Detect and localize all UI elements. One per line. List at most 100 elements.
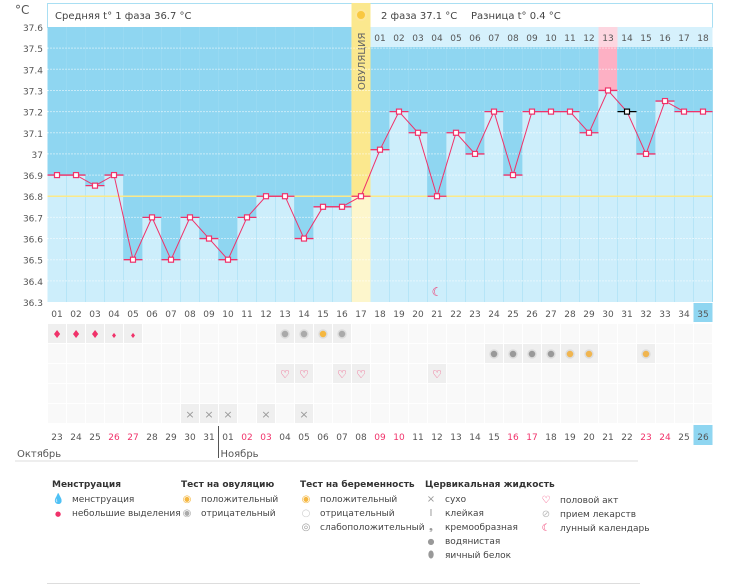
temperature-point [110, 171, 118, 179]
column-lower [560, 111, 580, 302]
column-upper [465, 47, 485, 154]
marker-cell [447, 404, 465, 423]
column-upper [503, 47, 523, 176]
cycle-day-label: 33 [659, 310, 670, 320]
date-label: 20 [583, 433, 595, 443]
marker-cell [371, 384, 389, 403]
cycle-day-label: 18 [374, 310, 386, 320]
negative-test-icon: ◉ [182, 508, 192, 519]
luteal-day-cell [636, 27, 656, 47]
luteal-day-cell [427, 27, 447, 47]
month-label: Ноябрь [221, 449, 259, 460]
column-lower [465, 153, 485, 302]
column-lower [636, 153, 656, 302]
date-label: 03 [260, 433, 271, 443]
cycle-day-label: 21 [431, 310, 442, 320]
marker-cell [466, 404, 484, 423]
date-label: 14 [469, 433, 481, 443]
cycle-day-label: 29 [583, 310, 595, 320]
luteal-day-label: 15 [640, 34, 651, 44]
pregnancy-positive-icon [641, 349, 651, 359]
marker-cell [181, 324, 199, 343]
luteal-day-label: 12 [583, 34, 594, 44]
marker-cell [637, 384, 655, 403]
marker-cell-active [428, 364, 446, 383]
marker-cell [466, 364, 484, 383]
column-lower [674, 111, 694, 302]
temperature-point [642, 150, 650, 158]
luteal-day-label: 10 [545, 34, 557, 44]
column-upper [522, 47, 542, 112]
date-label: 19 [564, 433, 576, 443]
marker-cell [409, 404, 427, 423]
marker-cell [599, 384, 617, 403]
y-tick-label: 36.7 [23, 214, 43, 224]
heart-icon: ♡ [432, 368, 442, 381]
temperature-point [452, 129, 460, 136]
luteal-day-label: 03 [412, 34, 423, 44]
marker-cell-active [124, 324, 142, 343]
marker-cell [181, 344, 199, 363]
marker-cell [276, 384, 294, 403]
temperature-point [490, 108, 498, 115]
marker-cell [314, 384, 332, 403]
phase1-average: Средняя t° 1 фаза 36.7 °C [55, 11, 192, 22]
marker-cell [656, 404, 674, 423]
marker-cell [48, 384, 66, 403]
legend-item: отрицательный [201, 509, 276, 519]
marker-cell [694, 384, 712, 403]
column-upper [180, 27, 200, 218]
marker-cell [257, 364, 275, 383]
column-lower [617, 111, 637, 302]
legend-title: Цервикальная жидкость [425, 480, 555, 490]
marker-cell [428, 404, 446, 423]
negative-test-icon [280, 329, 290, 339]
marker-cell [257, 344, 275, 363]
heavy-drop-icon: 💧 [52, 494, 65, 505]
dry-icon: × [426, 494, 436, 505]
luteal-day-label: 06 [469, 34, 481, 44]
marker-cell [428, 344, 446, 363]
marker-cell [618, 404, 636, 423]
legend-item: прием лекарств [560, 510, 637, 520]
marker-cell [352, 324, 370, 343]
column-upper [427, 47, 447, 197]
cycle-day-label: 23 [469, 310, 480, 320]
marker-cell [143, 404, 161, 423]
marker-cell [390, 384, 408, 403]
temperature-point [72, 171, 80, 179]
marker-cell [124, 384, 142, 403]
column-upper [446, 47, 466, 133]
marker-cell [675, 324, 693, 343]
marker-cell [143, 344, 161, 363]
column-upper [161, 27, 181, 260]
y-tick-label: 36.5 [23, 257, 43, 267]
marker-cell [200, 364, 218, 383]
cycle-day-label: 25 [507, 310, 518, 320]
temperature-point [604, 87, 612, 94]
marker-cell [523, 364, 541, 383]
marker-cell [447, 364, 465, 383]
marker-cell [390, 344, 408, 363]
cycle-day-label: 06 [146, 310, 158, 320]
column-lower [66, 175, 86, 302]
marker-cell [314, 364, 332, 383]
cycle-day-label: 05 [127, 310, 138, 320]
column-upper [674, 47, 694, 112]
column-lower [484, 111, 504, 302]
marker-cell [371, 364, 389, 383]
marker-cell [86, 384, 104, 403]
marker-cell [143, 324, 161, 343]
column-lower [427, 196, 447, 302]
cycle-day-label: 07 [165, 310, 176, 320]
cycle-day-label: 22 [450, 310, 461, 320]
luteal-day-cell [465, 27, 485, 47]
marker-cell [675, 404, 693, 423]
marker-cell [219, 384, 237, 403]
temperature-point [338, 203, 346, 210]
marker-cell [352, 404, 370, 423]
marker-cell [504, 324, 522, 343]
date-label: 28 [146, 433, 158, 443]
marker-cell [504, 404, 522, 423]
